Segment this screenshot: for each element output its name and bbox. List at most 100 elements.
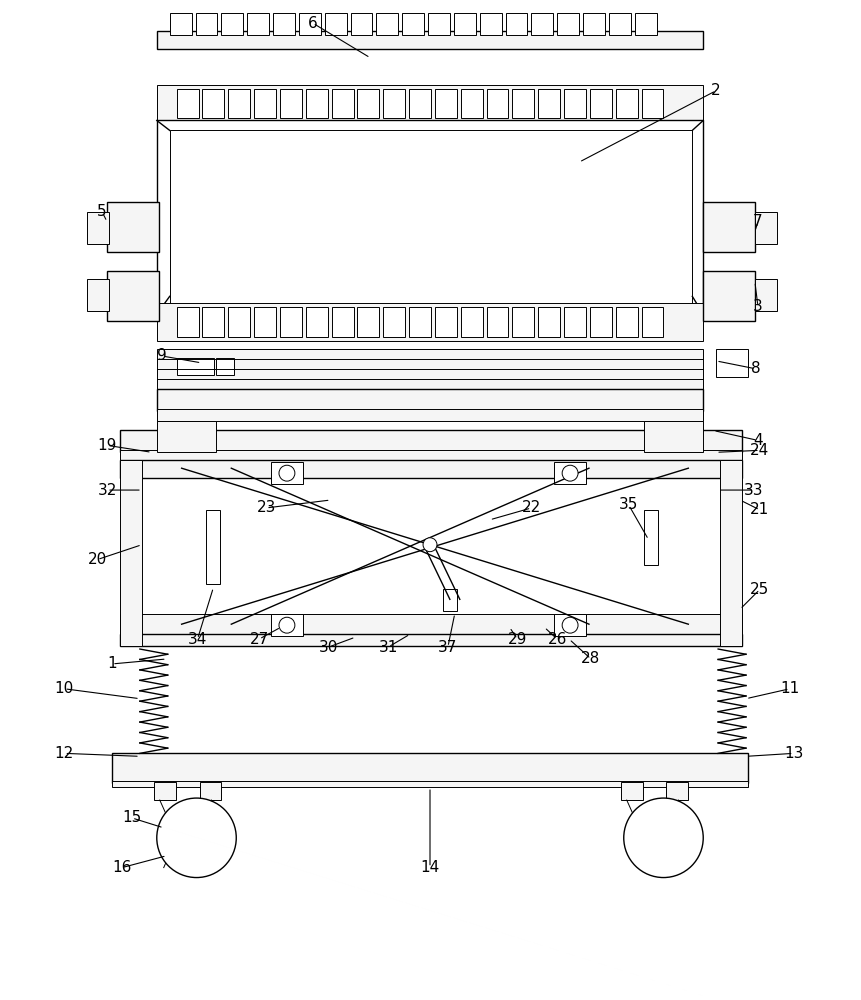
Bar xyxy=(157,85,703,122)
Circle shape xyxy=(423,538,437,552)
Bar xyxy=(207,510,220,584)
Bar xyxy=(107,202,158,252)
Bar xyxy=(461,307,482,337)
Circle shape xyxy=(279,465,294,481)
Bar xyxy=(120,634,741,646)
Bar xyxy=(112,781,747,787)
Bar xyxy=(402,13,424,35)
Bar xyxy=(170,13,191,35)
Bar xyxy=(435,307,456,337)
Text: 20: 20 xyxy=(88,552,107,567)
Bar xyxy=(120,460,741,478)
Bar xyxy=(199,782,221,800)
Bar xyxy=(719,460,741,646)
Bar xyxy=(435,89,456,118)
Bar xyxy=(615,307,637,337)
Text: 14: 14 xyxy=(420,860,439,875)
Text: 10: 10 xyxy=(55,681,74,696)
Bar xyxy=(299,13,320,35)
Bar xyxy=(270,462,302,484)
Bar xyxy=(409,89,430,118)
Bar xyxy=(409,307,430,337)
Bar xyxy=(112,753,747,783)
Bar xyxy=(153,782,176,800)
Bar xyxy=(177,358,214,375)
Bar xyxy=(87,212,109,244)
Text: 30: 30 xyxy=(319,640,338,655)
Text: 16: 16 xyxy=(112,860,132,875)
Bar xyxy=(350,13,372,35)
Text: 15: 15 xyxy=(122,810,141,825)
Text: 24: 24 xyxy=(749,443,769,458)
Bar xyxy=(228,307,250,337)
Text: 21: 21 xyxy=(749,502,769,517)
Bar xyxy=(306,307,327,337)
Bar xyxy=(443,589,456,611)
Bar xyxy=(754,212,776,244)
Bar xyxy=(634,13,656,35)
Bar xyxy=(270,614,302,636)
Bar xyxy=(157,31,703,49)
Bar xyxy=(376,13,398,35)
Circle shape xyxy=(561,617,578,633)
Bar xyxy=(280,89,301,118)
Bar xyxy=(615,89,637,118)
Bar xyxy=(486,89,508,118)
Bar xyxy=(157,303,703,341)
Text: 9: 9 xyxy=(157,348,166,363)
Bar xyxy=(643,510,657,565)
Bar xyxy=(563,89,585,118)
Circle shape xyxy=(561,465,578,481)
Bar xyxy=(383,307,405,337)
Text: 2: 2 xyxy=(710,83,720,98)
Bar xyxy=(554,462,585,484)
Bar xyxy=(157,421,216,452)
Bar xyxy=(157,389,703,411)
Bar xyxy=(537,307,560,337)
Circle shape xyxy=(157,798,236,878)
Text: 32: 32 xyxy=(97,483,116,498)
Bar xyxy=(120,614,741,634)
Bar xyxy=(428,13,449,35)
Bar xyxy=(505,13,527,35)
Text: 28: 28 xyxy=(580,651,600,666)
Bar xyxy=(325,13,346,35)
Bar xyxy=(195,13,217,35)
Bar xyxy=(643,421,703,452)
Bar xyxy=(157,349,703,389)
Text: 25: 25 xyxy=(749,582,769,597)
Text: 6: 6 xyxy=(307,16,317,31)
Bar xyxy=(157,120,703,314)
Bar xyxy=(461,89,482,118)
Text: 12: 12 xyxy=(55,746,74,761)
Bar xyxy=(454,13,475,35)
Text: 26: 26 xyxy=(547,632,567,647)
Text: 8: 8 xyxy=(750,361,759,376)
Bar xyxy=(273,13,294,35)
Bar xyxy=(177,89,198,118)
Bar xyxy=(177,307,198,337)
Bar xyxy=(554,614,585,636)
Circle shape xyxy=(623,798,703,878)
Text: 37: 37 xyxy=(437,640,457,655)
Bar xyxy=(107,271,158,321)
Bar xyxy=(157,409,703,421)
Bar xyxy=(703,202,754,252)
Text: 29: 29 xyxy=(507,632,527,647)
Bar xyxy=(620,782,642,800)
Circle shape xyxy=(279,617,294,633)
Bar xyxy=(120,460,142,646)
Bar xyxy=(170,130,691,307)
Bar xyxy=(479,13,501,35)
Text: 19: 19 xyxy=(97,438,116,453)
Bar xyxy=(589,307,611,337)
Bar xyxy=(331,89,353,118)
Bar xyxy=(331,307,353,337)
Bar xyxy=(512,89,534,118)
Text: 31: 31 xyxy=(378,640,398,655)
Bar xyxy=(247,13,269,35)
Text: 13: 13 xyxy=(783,746,802,761)
Bar xyxy=(666,782,688,800)
Bar xyxy=(556,13,579,35)
Text: 1: 1 xyxy=(107,656,117,671)
